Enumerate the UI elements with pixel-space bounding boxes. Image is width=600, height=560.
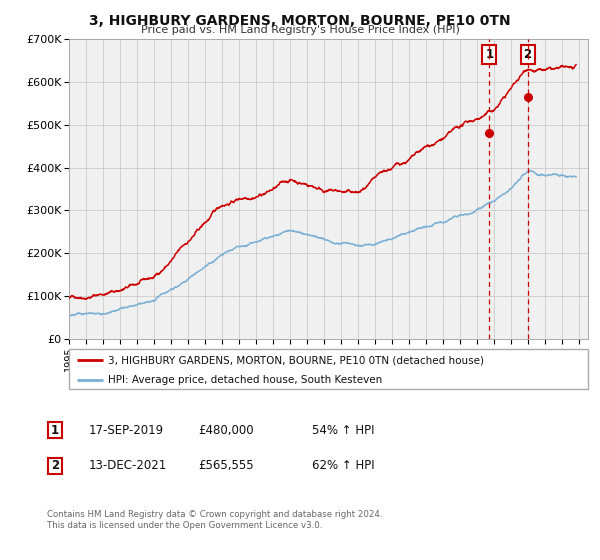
Text: 2: 2 xyxy=(524,48,532,60)
Text: HPI: Average price, detached house, South Kesteven: HPI: Average price, detached house, Sout… xyxy=(108,375,382,385)
Text: 3, HIGHBURY GARDENS, MORTON, BOURNE, PE10 0TN: 3, HIGHBURY GARDENS, MORTON, BOURNE, PE1… xyxy=(89,14,511,28)
Text: 54% ↑ HPI: 54% ↑ HPI xyxy=(312,423,374,437)
Text: Contains HM Land Registry data © Crown copyright and database right 2024.: Contains HM Land Registry data © Crown c… xyxy=(47,510,382,519)
Text: This data is licensed under the Open Government Licence v3.0.: This data is licensed under the Open Gov… xyxy=(47,521,322,530)
Text: 13-DEC-2021: 13-DEC-2021 xyxy=(89,459,167,473)
Text: £565,555: £565,555 xyxy=(198,459,254,473)
Text: 17-SEP-2019: 17-SEP-2019 xyxy=(89,423,164,437)
Text: 1: 1 xyxy=(485,48,494,60)
Text: £480,000: £480,000 xyxy=(198,423,254,437)
Text: Price paid vs. HM Land Registry's House Price Index (HPI): Price paid vs. HM Land Registry's House … xyxy=(140,25,460,35)
Text: 2: 2 xyxy=(51,459,59,473)
Text: 1: 1 xyxy=(51,423,59,437)
Text: 3, HIGHBURY GARDENS, MORTON, BOURNE, PE10 0TN (detached house): 3, HIGHBURY GARDENS, MORTON, BOURNE, PE1… xyxy=(108,355,484,365)
Text: 62% ↑ HPI: 62% ↑ HPI xyxy=(312,459,374,473)
